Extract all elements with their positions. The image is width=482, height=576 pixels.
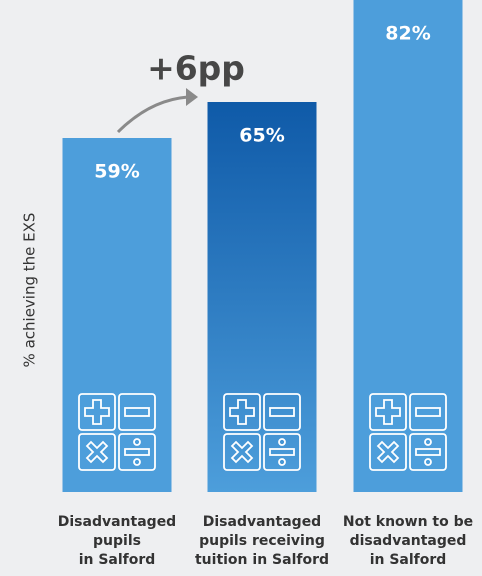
icon-box — [78, 433, 116, 471]
x-tick-label: Not known to be disadvantaged in Salford — [343, 514, 473, 568]
icon-div-bar — [124, 448, 150, 456]
icon-div-dot — [424, 438, 432, 446]
value-label: 65% — [239, 125, 284, 147]
arrow — [116, 95, 189, 134]
value-label: 82% — [385, 23, 430, 45]
icon-plus — [84, 399, 110, 425]
icon-div-dot — [278, 438, 286, 446]
icon-div-dot — [278, 458, 286, 466]
icon-plus — [229, 399, 255, 425]
bar — [207, 102, 317, 492]
bar — [62, 138, 172, 492]
x-tick-label: Disadvantaged pupils receiving tuition in … — [195, 514, 329, 568]
math-icon — [223, 393, 301, 471]
math-icon — [78, 393, 156, 471]
icon-minus — [269, 407, 295, 417]
icon-div-dot — [133, 438, 141, 446]
icon-minus — [124, 407, 150, 417]
icon-box — [369, 393, 407, 431]
y-axis-label: % achieving the EXS — [21, 213, 39, 368]
icon-box — [409, 433, 447, 471]
icon-div-dot — [424, 458, 432, 466]
icon-box — [78, 393, 116, 431]
icon-minus — [415, 407, 441, 417]
icon-box — [263, 433, 301, 471]
arrow-head — [186, 88, 198, 106]
value-label: 59% — [94, 161, 139, 183]
math-icon — [369, 393, 447, 471]
icon-box — [223, 433, 261, 471]
icon-box — [118, 433, 156, 471]
icon-box — [369, 433, 407, 471]
icon-div-dot — [133, 458, 141, 466]
x-tick-label: Disadvantaged pupils in Salford — [58, 514, 176, 568]
icon-box — [263, 393, 301, 431]
annotation: +6pp — [147, 49, 245, 88]
icon-div-bar — [415, 448, 441, 456]
icon-box — [223, 393, 261, 431]
icon-box — [118, 393, 156, 431]
icon-times — [376, 440, 400, 464]
icon-plus — [375, 399, 401, 425]
icon-div-bar — [269, 448, 295, 456]
icon-times — [85, 440, 109, 464]
bar — [353, 0, 463, 492]
icon-box — [409, 393, 447, 431]
icon-times — [230, 440, 254, 464]
